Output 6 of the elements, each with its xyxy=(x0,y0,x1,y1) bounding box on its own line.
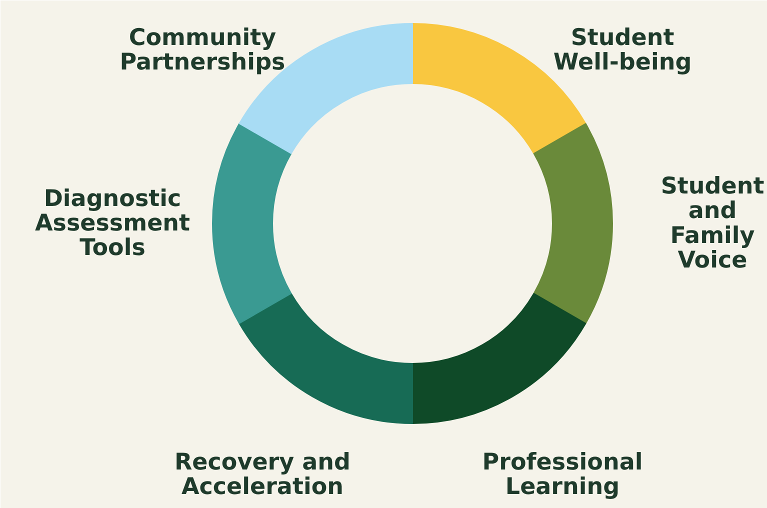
slice-label: Diagnostic Assessment Tools xyxy=(34,186,190,262)
slice-label: Professional Learning xyxy=(482,449,643,500)
slice-label: Recovery and Acceleration xyxy=(174,449,350,500)
slice-label: Student Well-being xyxy=(553,24,692,76)
slice-label: Student and Family Voice xyxy=(660,173,764,274)
slice-label: Community Partnerships xyxy=(120,24,286,76)
